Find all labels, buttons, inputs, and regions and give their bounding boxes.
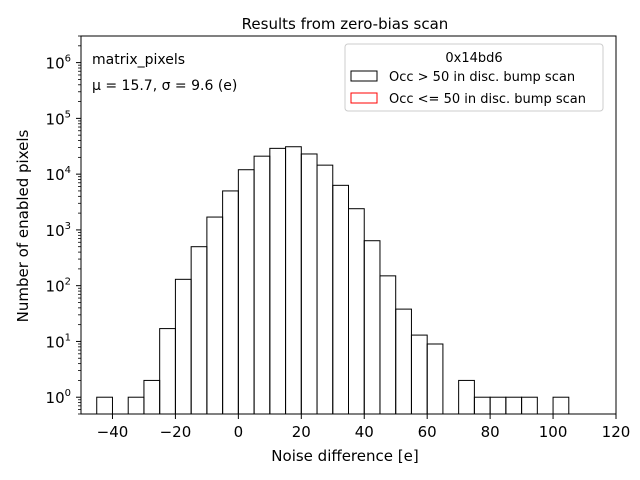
legend: 0x14bd6 Occ > 50 in disc. bump scan Occ …: [344, 43, 604, 112]
annotation-statistics: μ = 15.7, σ = 9.6 (e): [92, 78, 237, 94]
x-tick-label: 40: [355, 423, 374, 441]
y-tick-label: 105: [46, 109, 71, 128]
histogram-bar: [395, 308, 412, 415]
histogram-bar: [458, 379, 475, 415]
legend-title: 0x14bd6: [445, 51, 502, 66]
chart-title: Results from zero-bias scan: [242, 15, 449, 33]
histogram-bar: [489, 396, 507, 415]
histogram-bar: [521, 396, 538, 415]
x-tick-label: −20: [160, 423, 192, 441]
histogram-bar: [363, 240, 381, 415]
legend-box: [344, 43, 604, 112]
histogram-bar: [473, 396, 491, 415]
histogram-bar: [552, 396, 570, 415]
legend-swatch-occ-gt-50: [350, 70, 378, 82]
x-tick-label: 80: [481, 423, 500, 441]
x-tick-label: 0: [234, 423, 244, 441]
y-tick-label: 101: [46, 332, 71, 351]
x-tick-label: −40: [97, 423, 129, 441]
legend-label-occ-le-50: Occ <= 50 in disc. bump scan: [389, 92, 586, 107]
histogram-bar: [143, 379, 161, 415]
histogram-bar: [253, 155, 271, 415]
plot-area: [80, 35, 617, 415]
x-axis: −40 −20 0 20 40 60 80 100 120: [97, 414, 631, 441]
y-axis: 100 101 102 103 104 105 106: [46, 35, 81, 415]
histogram-bar: [269, 147, 287, 415]
x-tick-label: 120: [602, 423, 631, 441]
legend-label-occ-gt-50: Occ > 50 in disc. bump scan: [389, 70, 575, 85]
histogram-bar: [316, 164, 334, 415]
histogram-bar: [127, 396, 145, 415]
x-tick-label: 20: [292, 423, 311, 441]
histogram-layer: [96, 146, 570, 415]
histogram-bar: [206, 216, 224, 415]
x-tick-label: 60: [418, 423, 437, 441]
histogram-bar: [348, 208, 365, 415]
histogram-bar: [379, 275, 397, 415]
histogram-bar: [159, 328, 176, 415]
annotation-dataset-name: matrix_pixels: [92, 52, 185, 68]
histogram-bar: [190, 246, 208, 415]
histogram-bar: [410, 334, 428, 415]
y-tick-label: 100: [46, 388, 71, 407]
histogram-bar: [222, 190, 239, 415]
histogram-bar: [426, 343, 444, 415]
y-axis-label: Number of enabled pixels: [14, 129, 32, 322]
histogram-bar: [237, 169, 255, 415]
y-tick-label: 103: [46, 221, 71, 240]
histogram-bar: [505, 396, 523, 415]
histogram-bar: [174, 278, 192, 415]
x-axis-label: Noise difference [e]: [271, 447, 418, 465]
histogram-bar: [332, 184, 350, 415]
x-tick-label: 100: [539, 423, 568, 441]
histogram-bar: [300, 153, 318, 415]
histogram-bar: [285, 146, 302, 415]
plot-frame: [80, 35, 617, 415]
legend-swatch-occ-le-50: [350, 92, 378, 104]
y-tick-label: 102: [46, 277, 71, 296]
y-tick-label: 104: [46, 165, 71, 184]
y-tick-label: 106: [46, 54, 71, 73]
histogram-bar: [96, 396, 113, 415]
